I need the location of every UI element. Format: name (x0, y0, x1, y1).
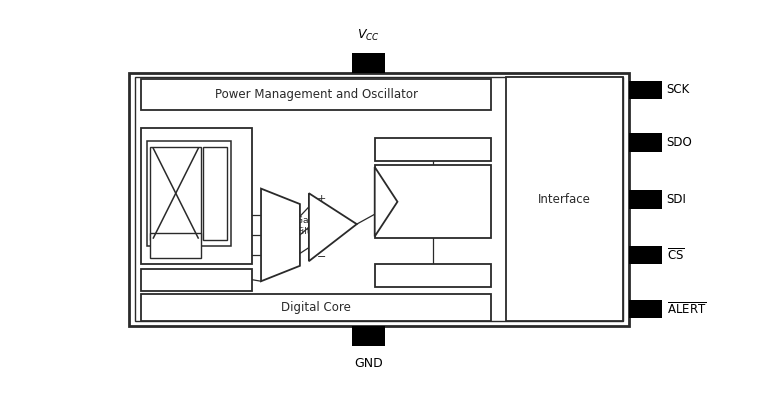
Bar (629, 300, 662, 318)
Bar (151, 233, 201, 258)
Bar (629, 133, 662, 152)
Bar (141, 128, 252, 264)
Text: SDI: SDI (667, 193, 686, 206)
Bar (151, 147, 201, 239)
Bar (629, 246, 662, 264)
Bar (629, 81, 662, 99)
Bar (352, 326, 385, 346)
Text: Power Management and Oscillator: Power Management and Oscillator (215, 88, 418, 101)
Bar (135, 77, 623, 321)
Bar (141, 269, 252, 290)
Bar (352, 53, 385, 73)
Bar (374, 264, 492, 288)
Bar (141, 79, 492, 110)
Text: $V_{CC}$: $V_{CC}$ (357, 28, 380, 43)
Bar (203, 147, 227, 239)
Bar (130, 73, 629, 326)
Text: X: X (212, 154, 218, 164)
Bar (147, 141, 231, 246)
Bar (374, 138, 492, 161)
Text: $\overline{\mathrm{ALERT}}$: $\overline{\mathrm{ALERT}}$ (667, 301, 706, 317)
Text: Z: Z (160, 154, 168, 164)
Polygon shape (261, 188, 300, 281)
Text: GND: GND (354, 356, 383, 370)
Text: Interface: Interface (538, 193, 591, 206)
Text: −: − (317, 251, 326, 261)
Text: Gain and
Filtering: Gain and Filtering (296, 217, 337, 236)
Text: ADC: ADC (426, 195, 452, 208)
Text: Temperature sensor: Temperature sensor (148, 275, 245, 285)
Bar (141, 294, 492, 321)
Text: SCK: SCK (667, 83, 690, 96)
Bar (374, 166, 492, 238)
Text: $\overline{\mathrm{CS}}$: $\overline{\mathrm{CS}}$ (667, 247, 684, 263)
Bar (506, 77, 623, 321)
Text: Config Registers: Config Registers (391, 271, 476, 281)
Text: Result Registers: Result Registers (391, 144, 475, 154)
Polygon shape (374, 167, 398, 237)
Text: Y: Y (172, 241, 179, 251)
Text: +: + (317, 194, 326, 205)
Polygon shape (309, 193, 357, 261)
Text: MUX: MUX (269, 230, 293, 240)
Text: SDO: SDO (667, 136, 692, 149)
Bar (629, 190, 662, 209)
Text: Digital Core: Digital Core (282, 301, 351, 314)
